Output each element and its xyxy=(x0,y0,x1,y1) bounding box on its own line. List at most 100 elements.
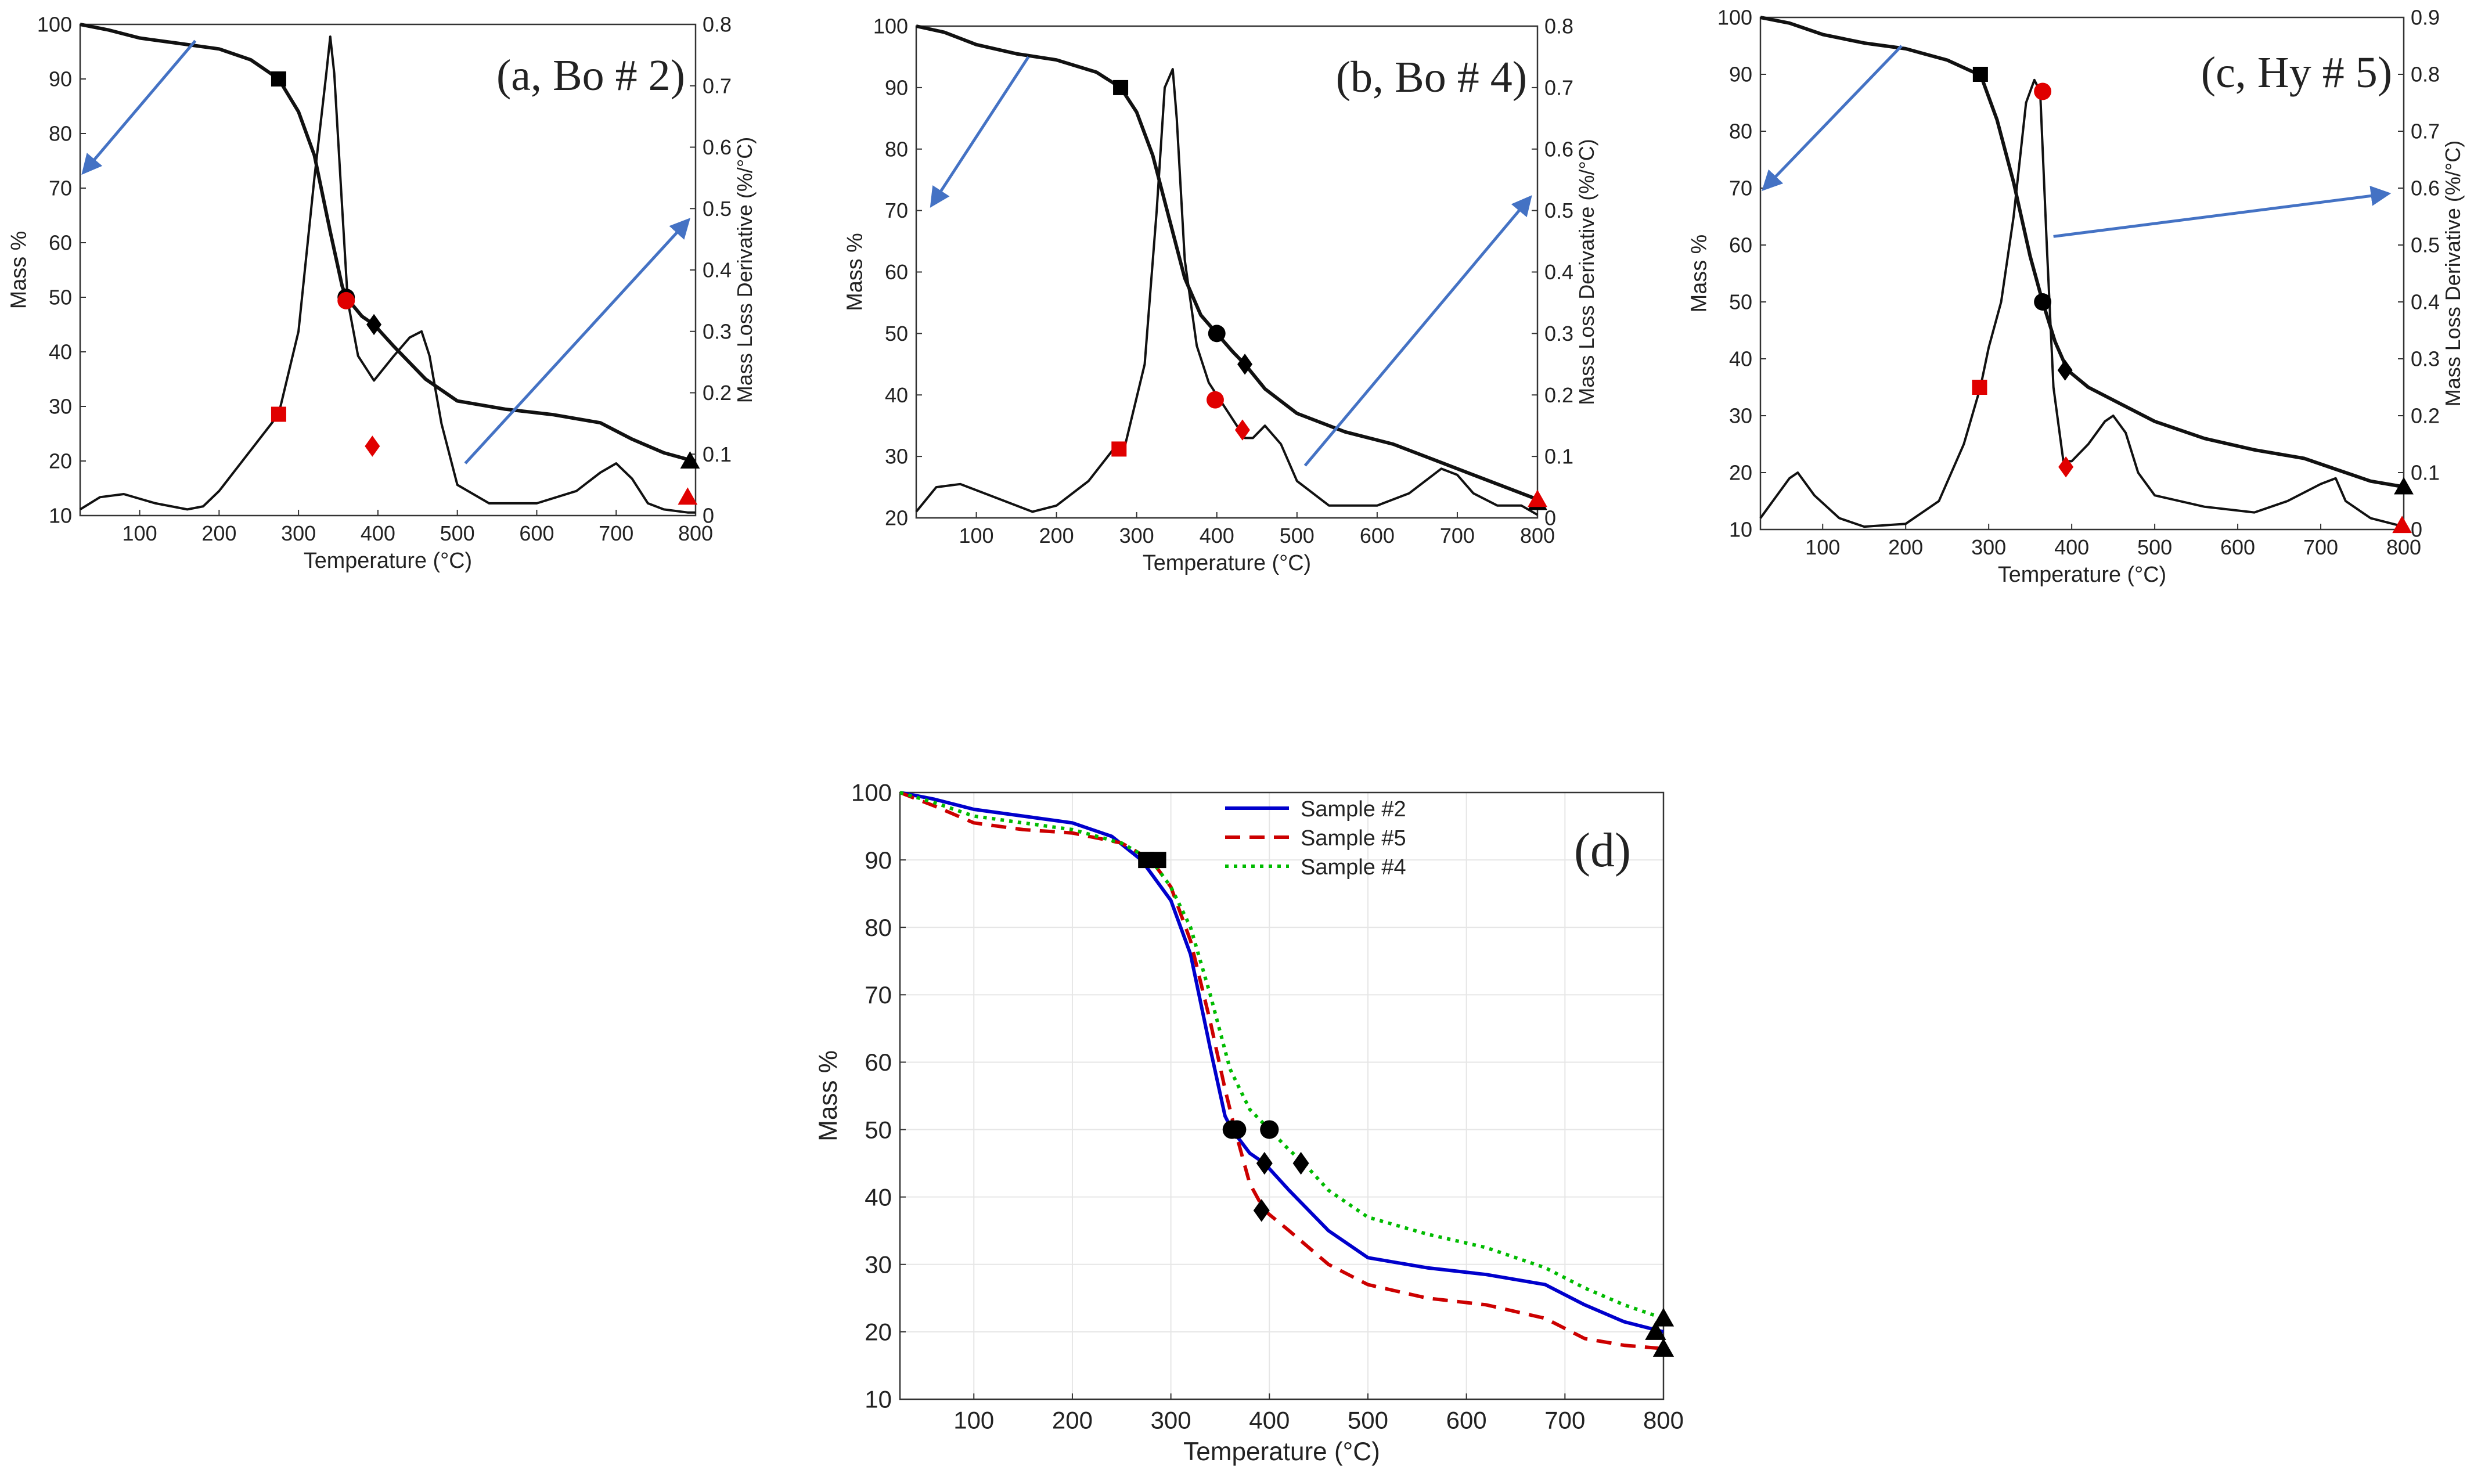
mass-marker-diamond xyxy=(2057,359,2073,381)
y-tick-label: 20 xyxy=(1729,461,1752,485)
y-tick-label: 20 xyxy=(49,449,72,473)
x-tick-label: 200 xyxy=(201,521,236,545)
marker-triangle xyxy=(1645,1321,1666,1340)
y2-axis-label: Mass Loss Derivative (%/°C) xyxy=(733,137,757,404)
markers xyxy=(271,71,700,505)
x-tick-label: 700 xyxy=(1544,1406,1585,1433)
y-tick-label: 50 xyxy=(49,286,72,309)
annotation-arrow xyxy=(1762,45,1903,192)
y-axis-label: Mass % xyxy=(842,233,867,311)
y-tick-label: 90 xyxy=(49,67,72,91)
x-tick-label: 200 xyxy=(1052,1406,1093,1433)
y2-tick-label: 0 xyxy=(703,504,714,528)
x-tick-label: 100 xyxy=(123,521,157,545)
panel-label: (a, Bo # 2) xyxy=(496,51,685,100)
mass-marker-diamond xyxy=(366,314,382,336)
plot-frame xyxy=(899,791,1665,1400)
panel-label: (c, Hy # 5) xyxy=(2201,48,2392,97)
markers xyxy=(1111,80,1547,510)
y2-tick-label: 0.2 xyxy=(2411,404,2440,428)
x-tick-label: 400 xyxy=(361,521,395,545)
y-tick-label: 100 xyxy=(1717,6,1752,30)
markers xyxy=(1972,67,2414,534)
x-tick-label: 600 xyxy=(2220,535,2255,559)
dtg-marker-diamond xyxy=(365,435,380,457)
y2-tick-label: 0.5 xyxy=(1544,199,1573,222)
x-axis-label: Temperature (°C) xyxy=(304,549,472,573)
y2-axis-label: Mass Loss Derivative (%/°C) xyxy=(2441,141,2465,407)
dtg-marker-square xyxy=(1111,441,1127,457)
legend-label-2: Sample #5 xyxy=(1301,826,1406,851)
x-axis: 100 200 300 400 500 600 700 800 xyxy=(1805,524,2421,559)
x-tick-label: 400 xyxy=(2054,535,2089,559)
mass-marker-diamond xyxy=(1237,354,1253,375)
marker-diamond xyxy=(1256,1152,1273,1175)
x-tick-label: 300 xyxy=(281,521,316,545)
dtg-marker-circle xyxy=(337,291,355,309)
mass-curve xyxy=(80,23,696,463)
y-tick-label: 90 xyxy=(1729,63,1752,87)
annotation-arrow xyxy=(1303,195,1532,467)
x-axis-label: Temperature (°C) xyxy=(1143,551,1311,575)
annotation-arrow xyxy=(930,56,1030,208)
annotation-arrow xyxy=(2053,185,2392,238)
y2-axis: 0 0.1 0.2 0.3 0.4 0.5 0.6 0.7 0.8 0.9 xyxy=(2398,6,2440,542)
y-axis: 10 20 30 40 50 60 70 80 90 100 xyxy=(1717,6,1766,542)
y-tick-label: 40 xyxy=(865,1183,892,1211)
y2-tick-label: 0.7 xyxy=(2411,120,2440,143)
y2-tick-label: 0.5 xyxy=(2411,233,2440,257)
y-tick-label: 70 xyxy=(885,199,908,222)
y2-tick-label: 0.6 xyxy=(1544,137,1573,161)
y2-axis-label: Mass Loss Derivative (%/°C) xyxy=(1575,139,1598,405)
y-tick-label: 100 xyxy=(851,779,892,806)
y-tick-label: 80 xyxy=(49,122,72,146)
y2-axis: 0 0.1 0.2 0.3 0.4 0.5 0.6 0.7 0.8 xyxy=(1532,15,1573,530)
y2-tick-label: 0 xyxy=(2411,518,2422,542)
y-tick-label: 30 xyxy=(885,445,908,469)
x-tick-label: 700 xyxy=(599,521,633,545)
x-tick-label: 300 xyxy=(1151,1406,1191,1433)
y-axis-label: Mass % xyxy=(6,231,31,309)
y-tick-label: 70 xyxy=(865,981,892,1008)
x-axis-label: Temperature (°C) xyxy=(1998,563,2166,587)
dtg-marker-circle xyxy=(2034,82,2052,100)
x-axis-label: Temperature (°C) xyxy=(1183,1438,1380,1466)
y-tick-label: 30 xyxy=(49,395,72,419)
x-tick-label: 800 xyxy=(1520,524,1555,548)
x-tick-label: 300 xyxy=(1971,535,2006,559)
legend: Sample #2 Sample #5 Sample #4 xyxy=(1225,797,1406,880)
mass-marker-circle xyxy=(1208,325,1226,343)
y-tick-label: 10 xyxy=(49,504,72,528)
legend-label-1: Sample #2 xyxy=(1301,797,1406,822)
dtg-marker-square xyxy=(1972,380,1987,395)
y-axis-label: Mass % xyxy=(1687,235,1711,312)
y-tick-label: 20 xyxy=(865,1319,892,1346)
marker-diamond xyxy=(1253,1199,1270,1222)
y2-tick-label: 0.3 xyxy=(1544,322,1573,345)
y2-tick-label: 0.3 xyxy=(703,319,732,343)
legend-label-3: Sample #4 xyxy=(1301,855,1406,880)
y-tick-label: 80 xyxy=(885,137,908,161)
x-tick-label: 200 xyxy=(1039,524,1074,548)
y2-tick-label: 0.4 xyxy=(2411,290,2440,314)
y-tick-label: 50 xyxy=(865,1116,892,1143)
y2-tick-label: 0.5 xyxy=(703,197,732,221)
panel-label: (b, Bo # 4) xyxy=(1336,53,1527,102)
marker-circle xyxy=(1260,1120,1279,1139)
y2-tick-label: 0.7 xyxy=(703,74,732,98)
annotation-arrow xyxy=(81,39,197,175)
x-tick-label: 400 xyxy=(1249,1406,1290,1433)
mass-curve xyxy=(916,24,1539,502)
y2-tick-label: 0.3 xyxy=(2411,347,2440,371)
series-line-3 xyxy=(899,791,1664,1320)
y2-tick-label: 0.2 xyxy=(703,381,732,405)
markers xyxy=(1138,852,1674,1357)
y2-tick-label: 0.8 xyxy=(703,13,732,37)
y2-tick-label: 0.4 xyxy=(703,258,732,282)
x-tick-label: 500 xyxy=(2137,535,2172,559)
series-line-2 xyxy=(899,791,1664,1350)
x-tick-label: 700 xyxy=(1440,524,1475,548)
x-tick-label: 400 xyxy=(1200,524,1234,548)
y2-tick-label: 0 xyxy=(1544,506,1556,530)
